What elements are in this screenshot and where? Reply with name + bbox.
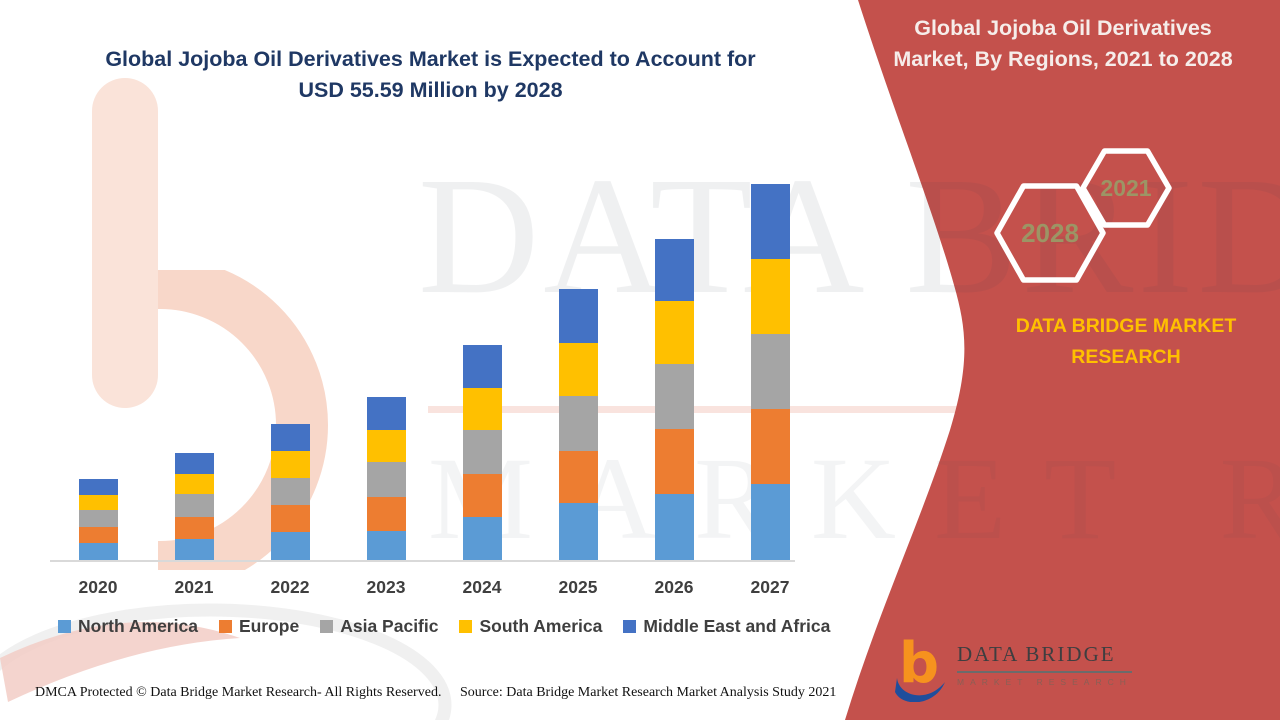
segment-south-america (78, 495, 118, 510)
segment-south-america (366, 430, 406, 462)
legend-label-south-america: South America (479, 616, 603, 636)
segment-middle-east-and-africa (366, 397, 406, 430)
x-label-2022: 2022 (270, 577, 310, 597)
page-title: Global Jojoba Oil Derivatives Market is … (58, 44, 803, 106)
legend-swatch-north-america (58, 620, 71, 633)
segment-europe (366, 497, 406, 531)
segment-south-america (270, 451, 310, 478)
brand-text-line2: RESEARCH (1071, 346, 1181, 368)
segment-europe (174, 517, 214, 539)
segment-south-america (558, 343, 598, 396)
legend-swatch-asia-pacific (320, 620, 334, 633)
bar-2021 (174, 453, 214, 560)
hexagon-2028-label: 2028 (1021, 218, 1079, 248)
bar-2023 (366, 397, 406, 560)
segment-middle-east-and-africa (654, 239, 694, 301)
segment-south-america (750, 259, 790, 334)
footer-source-text: Source: Data Bridge Market Research Mark… (460, 685, 837, 700)
segment-north-america (270, 532, 310, 560)
segment-middle-east-and-africa (750, 184, 790, 259)
side-panel-title-line2: Market, By Regions, 2021 to 2028 (893, 47, 1233, 71)
legend-label-middle-east-and-africa: Middle East and Africa (643, 616, 831, 636)
x-label-2027: 2027 (750, 577, 790, 597)
side-panel-title: Global Jojoba Oil Derivatives Market, By… (872, 13, 1254, 75)
x-label-2023: 2023 (366, 577, 406, 597)
side-panel-title-line1: Global Jojoba Oil Derivatives (914, 16, 1212, 40)
legend: North America Europe Asia Pacific South Ame… (58, 616, 830, 637)
x-label-2020: 2020 (78, 577, 118, 597)
hexagon-2028 (994, 183, 1106, 283)
x-axis-line (50, 560, 795, 562)
brand-text-line1: DATA BRIDGE MARKET (1015, 315, 1237, 337)
legend-label-north-america: North America (78, 616, 198, 636)
x-label-2026: 2026 (654, 577, 694, 597)
segment-asia-pacific (654, 364, 694, 429)
hexagon-badges: 2028 2021 (994, 148, 1172, 283)
legend-item-south-america: South America (459, 616, 602, 637)
dbmr-logo-subtitle: MARKET RESEARCH (957, 677, 1132, 687)
segment-europe (270, 505, 310, 532)
legend-item-north-america: North America (58, 616, 198, 637)
legend-swatch-middle-east-and-africa (623, 620, 637, 633)
segment-south-america (462, 388, 502, 430)
segment-middle-east-and-africa (78, 479, 118, 495)
segment-europe (78, 527, 118, 543)
segment-asia-pacific (462, 430, 502, 474)
legend-label-asia-pacific: Asia Pacific (340, 616, 439, 636)
legend-item-middle-east-and-africa: Middle East and Africa (623, 616, 830, 637)
legend-item-europe: Europe (218, 616, 300, 637)
watermark-band (428, 406, 963, 413)
legend-swatch-europe (218, 620, 232, 633)
hexagon-2021 (1080, 148, 1172, 228)
segment-north-america (654, 494, 694, 560)
page-title-line1: Global Jojoba Oil Derivatives Market is … (105, 47, 756, 71)
segment-middle-east-and-africa (462, 345, 502, 388)
svg-text:b: b (899, 634, 939, 696)
brand-text: DATA BRIDGE MARKET RESEARCH (995, 311, 1257, 373)
page-title-line2: USD 55.59 Million by 2028 (298, 78, 563, 102)
segment-north-america (366, 531, 406, 560)
segment-europe (654, 429, 694, 494)
segment-north-america (558, 503, 598, 560)
hexagon-2021-label: 2021 (1100, 175, 1151, 201)
bar-2027 (750, 184, 790, 560)
segment-north-america (462, 517, 502, 560)
legend-swatch-south-america (459, 620, 473, 633)
segment-middle-east-and-africa (174, 453, 214, 474)
segment-europe (558, 451, 598, 503)
segment-asia-pacific (366, 462, 406, 497)
bar-2026 (654, 239, 694, 560)
segment-asia-pacific (78, 510, 118, 527)
segment-asia-pacific (174, 494, 214, 517)
bar-2024 (462, 345, 502, 560)
bar-2020 (78, 479, 118, 560)
dbmr-logo-icon: b (895, 634, 945, 702)
bar-2022 (270, 424, 310, 560)
dbmr-logo: b DATA BRIDGE MARKET RESEARCH (893, 634, 1132, 702)
segment-south-america (174, 474, 214, 494)
segment-europe (462, 474, 502, 517)
legend-item-asia-pacific: Asia Pacific (320, 616, 438, 637)
segment-north-america (750, 484, 790, 560)
segment-asia-pacific (558, 396, 598, 451)
legend-label-europe: Europe (238, 616, 300, 636)
footer-dmca-text: DMCA Protected © Data Bridge Market Rese… (35, 685, 442, 700)
dbmr-logo-text: DATA BRIDGE MARKET RESEARCH (957, 642, 1132, 687)
segment-asia-pacific (270, 478, 310, 505)
x-label-2025: 2025 (558, 577, 598, 597)
segment-middle-east-and-africa (558, 289, 598, 343)
segment-europe (750, 409, 790, 484)
segment-south-america (654, 301, 694, 364)
segment-asia-pacific (750, 334, 790, 409)
x-label-2021: 2021 (174, 577, 214, 597)
segment-north-america (174, 539, 214, 560)
x-label-2024: 2024 (462, 577, 502, 597)
bar-2025 (558, 289, 598, 560)
segment-north-america (78, 543, 118, 560)
segment-middle-east-and-africa (270, 424, 310, 451)
dbmr-logo-name: DATA BRIDGE (957, 642, 1132, 673)
